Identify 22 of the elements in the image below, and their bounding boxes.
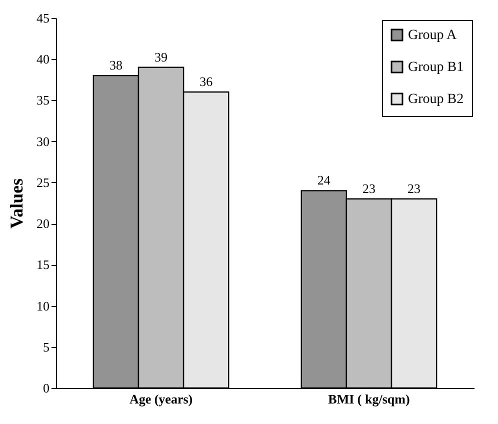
legend-label: Group B1 bbox=[408, 60, 464, 75]
x-tick-label: Age (years) bbox=[129, 392, 193, 406]
data-label: 23 bbox=[362, 180, 376, 196]
data-label: 39 bbox=[154, 49, 168, 64]
legend-label: Group A bbox=[408, 28, 458, 43]
y-tick-label: 25 bbox=[36, 174, 50, 190]
y-tick-label: 20 bbox=[36, 216, 50, 232]
data-label: 23 bbox=[408, 180, 421, 196]
y-axis-title: Values bbox=[6, 178, 26, 229]
y-tick-label: 10 bbox=[36, 298, 50, 314]
data-label: 24 bbox=[317, 172, 331, 188]
y-tick-label: 15 bbox=[36, 257, 50, 272]
data-label: 36 bbox=[200, 74, 214, 89]
data-label: 38 bbox=[109, 58, 122, 73]
y-tick-label: 45 bbox=[36, 10, 50, 26]
y-tick-label: 5 bbox=[43, 339, 50, 354]
x-tick-label: BMI ( kg/sqm) bbox=[328, 392, 410, 406]
y-tick-label: 0 bbox=[43, 380, 50, 396]
y-tick-label: 40 bbox=[36, 52, 50, 67]
y-tick-label: 30 bbox=[36, 134, 50, 149]
y-tick-label: 35 bbox=[36, 92, 50, 108]
legend-label: Group B2 bbox=[408, 92, 464, 107]
